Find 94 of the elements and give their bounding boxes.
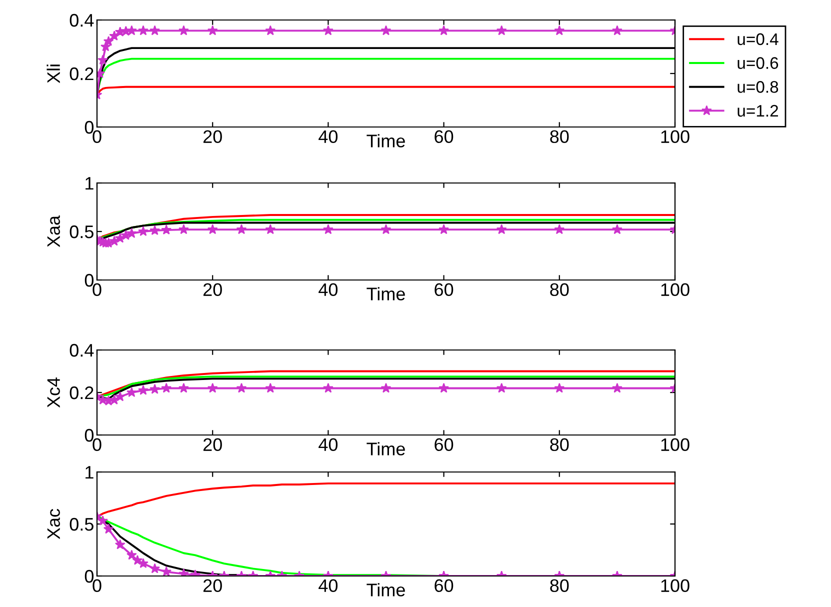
point bbox=[265, 25, 276, 36]
y-axis-title: Xaa bbox=[47, 215, 60, 248]
point bbox=[207, 224, 218, 234]
x-tick-label: 20 bbox=[203, 438, 222, 452]
y-tick-label: 0.5 bbox=[70, 225, 94, 238]
point bbox=[138, 25, 148, 36]
x-axis-title: Time bbox=[366, 287, 405, 300]
x-tick-label: 40 bbox=[318, 130, 338, 144]
legend-label: u=1.2 bbox=[738, 104, 778, 117]
point bbox=[207, 25, 218, 36]
x-tick-label: 100 bbox=[661, 283, 690, 296]
x-tick-label: 20 bbox=[203, 130, 222, 144]
point bbox=[323, 25, 334, 36]
point bbox=[323, 224, 334, 234]
point bbox=[236, 224, 247, 234]
x-tick-label: 60 bbox=[434, 579, 454, 592]
x-tick-label: 100 bbox=[661, 579, 690, 592]
point bbox=[554, 224, 565, 234]
y-tick-label: 0 bbox=[84, 570, 94, 583]
point bbox=[265, 224, 276, 234]
point bbox=[150, 25, 160, 36]
point bbox=[103, 36, 114, 46]
point bbox=[207, 382, 218, 393]
point bbox=[150, 225, 160, 236]
x-tick-label: 60 bbox=[434, 283, 454, 296]
x-tick-label: 80 bbox=[550, 438, 569, 452]
point bbox=[100, 41, 111, 52]
point bbox=[438, 382, 449, 393]
point bbox=[109, 30, 120, 41]
y-axis-title: Xli bbox=[46, 64, 60, 84]
point bbox=[438, 25, 449, 36]
x-tick-label: 60 bbox=[434, 130, 454, 144]
point bbox=[178, 224, 189, 234]
legend-label: u=0.8 bbox=[738, 81, 778, 93]
point bbox=[126, 387, 137, 397]
x-tick-label: 80 bbox=[550, 283, 569, 296]
point bbox=[380, 382, 392, 393]
y-tick-label: 0.2 bbox=[70, 67, 94, 80]
point bbox=[438, 224, 449, 234]
legend-label: u=0.4 bbox=[738, 33, 778, 46]
y-tick-label: 0 bbox=[84, 428, 94, 442]
y-tick-label: 0 bbox=[84, 274, 94, 287]
x-tick-label: 20 bbox=[203, 283, 222, 296]
point bbox=[161, 382, 172, 393]
x-tick-label: 40 bbox=[318, 579, 338, 592]
point bbox=[265, 382, 276, 393]
y-tick-label: 0.4 bbox=[70, 344, 94, 357]
point bbox=[380, 25, 392, 36]
y-axis-title: Xc4 bbox=[47, 377, 60, 408]
point bbox=[114, 539, 126, 550]
x-tick-label: 100 bbox=[661, 130, 690, 144]
point bbox=[612, 224, 622, 234]
point bbox=[161, 224, 172, 235]
point bbox=[138, 226, 148, 236]
legend-label: u=0.6 bbox=[738, 57, 778, 69]
x-tick-label: 20 bbox=[203, 579, 222, 592]
point bbox=[178, 382, 189, 393]
x-tick-label: 80 bbox=[550, 579, 569, 592]
point bbox=[612, 25, 622, 36]
y-tick-label: 0.5 bbox=[70, 518, 94, 531]
point bbox=[103, 524, 114, 534]
point bbox=[236, 382, 247, 393]
point bbox=[323, 382, 334, 393]
point bbox=[496, 224, 507, 234]
y-axis-title: Xac bbox=[47, 508, 60, 540]
point bbox=[496, 382, 507, 393]
point bbox=[496, 25, 507, 36]
x-tick-label: 100 bbox=[661, 438, 690, 452]
point bbox=[380, 224, 392, 234]
x-tick-label: 80 bbox=[550, 130, 569, 144]
y-tick-label: 0.2 bbox=[70, 386, 94, 400]
x-axis-title: Time bbox=[366, 583, 405, 596]
y-tick-label: 1 bbox=[86, 466, 94, 479]
y-tick-label: 0.4 bbox=[70, 14, 94, 27]
point bbox=[98, 515, 108, 526]
point bbox=[126, 25, 137, 36]
point bbox=[150, 384, 160, 394]
x-tick-label: 60 bbox=[434, 438, 454, 452]
point bbox=[554, 382, 565, 393]
point bbox=[178, 568, 189, 576]
point bbox=[126, 228, 137, 238]
x-tick-label: 40 bbox=[318, 438, 338, 452]
point bbox=[612, 382, 622, 393]
point bbox=[98, 54, 108, 65]
point bbox=[114, 391, 126, 402]
point bbox=[554, 25, 565, 36]
point bbox=[178, 25, 189, 36]
y-tick-label: 0 bbox=[84, 120, 94, 134]
x-tick-label: 40 bbox=[318, 283, 338, 296]
x-axis-title: Time bbox=[366, 442, 405, 456]
x-axis-title: Time bbox=[366, 134, 405, 148]
point bbox=[138, 384, 148, 395]
point bbox=[126, 550, 137, 560]
y-tick-label: 1 bbox=[86, 177, 94, 190]
